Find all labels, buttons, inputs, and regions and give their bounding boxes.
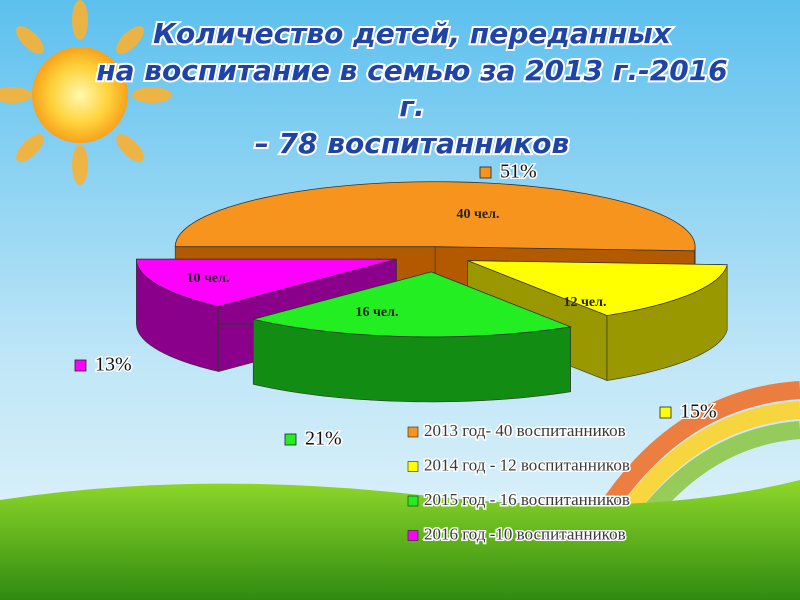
count-label: 40 чел.: [457, 207, 500, 222]
percent-label: 51%: [500, 161, 537, 183]
title-line: Количество детей, переданных: [153, 17, 672, 50]
legend: 2013 год- 40 воспитанников 2014 год - 12 …: [407, 419, 631, 545]
slice: [252, 271, 573, 403]
legend-swatch: [407, 426, 419, 438]
pie-chart: 40 чел. 51% 12 чел. 15% 16 чел. 21% 10 чел. 13%: [74, 159, 728, 451]
legend-label: 2016 год -10 воспитанников: [424, 524, 626, 543]
legend-label: 2014 год - 12 воспитанников: [424, 455, 630, 474]
percent-marker: [479, 166, 492, 179]
title: Количество детей, переданных на воспитани…: [94, 15, 729, 162]
percent-label: 13%: [95, 354, 132, 376]
legend-swatch: [407, 495, 419, 507]
count-label: 12 чел.: [564, 295, 607, 310]
slice-top: [174, 181, 696, 252]
percent-marker: [659, 406, 672, 419]
percent-marker: [74, 359, 87, 372]
slice-top: [136, 258, 397, 307]
title-line: – 78 воспитанников: [255, 127, 569, 160]
title-line: г.: [399, 90, 424, 123]
legend-swatch: [407, 530, 419, 541]
slice-top: [467, 260, 728, 316]
count-label: 16 чел.: [356, 305, 399, 320]
slice-top: [253, 271, 573, 338]
percent-marker: [284, 433, 297, 446]
percent-label: 15%: [680, 401, 717, 423]
title-line: на воспитание в семью за 2013 г.-2016: [96, 54, 727, 87]
percent-label: 21%: [305, 428, 342, 450]
count-label: 10 чел.: [187, 271, 230, 286]
legend-label: 2015 год - 16 воспитанников: [424, 490, 630, 509]
legend-swatch: [407, 461, 419, 472]
legend-label: 2013 год- 40 воспитанников: [424, 421, 626, 440]
